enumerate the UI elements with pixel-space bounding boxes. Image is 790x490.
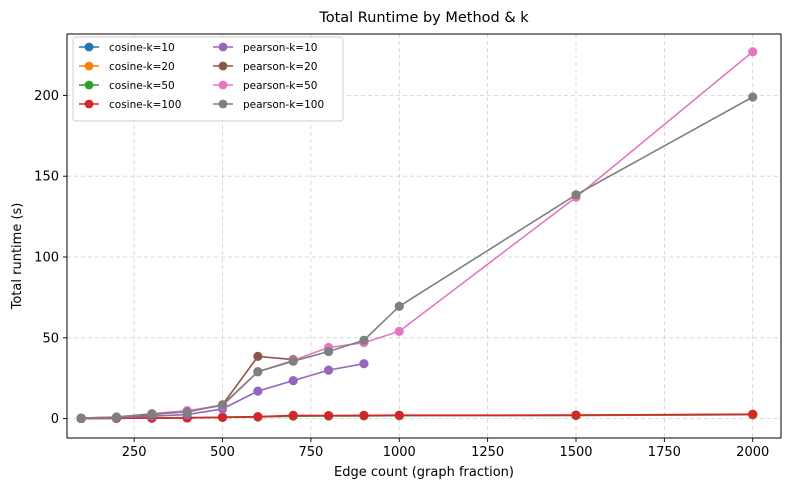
data-point	[288, 376, 298, 386]
data-point	[394, 301, 404, 311]
legend-item: pearson-k=50	[213, 80, 317, 92]
data-point	[748, 47, 758, 57]
series-pearson-k=100	[76, 92, 758, 423]
data-point	[288, 410, 298, 420]
legend-marker	[218, 42, 228, 52]
data-point	[748, 92, 758, 102]
x-axis-label: Edge count (graph fraction)	[334, 465, 514, 480]
y-tick-label: 100	[34, 251, 59, 266]
legend-label: cosine-k=10	[109, 42, 175, 54]
data-point	[323, 365, 334, 375]
x-tick-label: 1500	[559, 445, 592, 460]
x-tick-label: 1250	[471, 445, 504, 460]
data-point	[147, 409, 157, 419]
data-point	[76, 413, 86, 423]
data-point	[748, 409, 758, 419]
legend-box	[72, 36, 344, 122]
legend-marker	[84, 80, 94, 90]
x-tick-label: 750	[298, 445, 323, 460]
data-point	[253, 351, 263, 361]
data-point	[182, 407, 192, 417]
data-point	[253, 412, 263, 422]
data-point	[111, 412, 122, 422]
data-point	[359, 335, 369, 345]
data-point	[571, 190, 581, 200]
legend-label: cosine-k=100	[109, 99, 181, 111]
data-point	[359, 410, 369, 420]
legend-item: cosine-k=20	[79, 61, 175, 73]
legend-item: cosine-k=50	[79, 80, 175, 92]
legend-marker	[84, 61, 94, 71]
legend-item: cosine-k=10	[79, 42, 175, 54]
plot-frame	[66, 33, 782, 439]
y-tick-label: 50	[42, 331, 59, 346]
x-tick-label: 2000	[736, 445, 769, 460]
data-point	[323, 410, 334, 421]
series-line	[81, 96, 754, 419]
data-point	[288, 356, 298, 366]
data-point	[359, 359, 369, 369]
legend-marker	[218, 80, 228, 90]
x-tick-label: 1750	[648, 445, 681, 460]
series-layer	[76, 47, 758, 424]
legend-item: pearson-k=100	[213, 99, 324, 111]
data-point	[323, 346, 334, 357]
legend: cosine-k=10 cosine-k=20 cosine-k=50 cosine-…	[72, 36, 344, 122]
legend-label: pearson-k=100	[243, 99, 324, 111]
legend-marker	[218, 61, 228, 71]
chart-title: Total Runtime by Method & k	[318, 10, 529, 26]
series-line	[81, 413, 753, 420]
y-tick-label: 150	[34, 170, 59, 185]
legend-label: pearson-k=20	[243, 61, 317, 73]
legend-label: pearson-k=50	[243, 80, 317, 92]
legend-label: cosine-k=20	[109, 61, 175, 73]
data-point	[217, 400, 228, 410]
legend-label: pearson-k=10	[243, 42, 317, 54]
legend-item: pearson-k=10	[213, 42, 317, 54]
data-point	[253, 386, 263, 396]
data-point	[253, 367, 263, 377]
legend-marker	[84, 42, 94, 52]
y-tick-label: 0	[51, 412, 59, 427]
data-point	[394, 326, 404, 336]
x-tick-label: 250	[122, 445, 147, 460]
data-point	[571, 410, 581, 420]
legend-item: pearson-k=20	[213, 61, 317, 73]
ticks: 250 500 750 1000 1250 1500 1750 2000 0 50 100 150 20…	[34, 89, 769, 460]
legend-item: cosine-k=100	[79, 99, 181, 111]
x-tick-label: 500	[210, 445, 235, 460]
legend-label: cosine-k=50	[109, 80, 175, 92]
data-point	[394, 410, 404, 420]
legend-marker	[218, 99, 228, 109]
legend-marker	[84, 99, 94, 109]
x-tick-label: 1000	[383, 445, 416, 460]
y-axis-label: Total runtime (s)	[10, 203, 25, 311]
y-tick-label: 200	[34, 89, 59, 104]
data-point	[217, 412, 228, 422]
